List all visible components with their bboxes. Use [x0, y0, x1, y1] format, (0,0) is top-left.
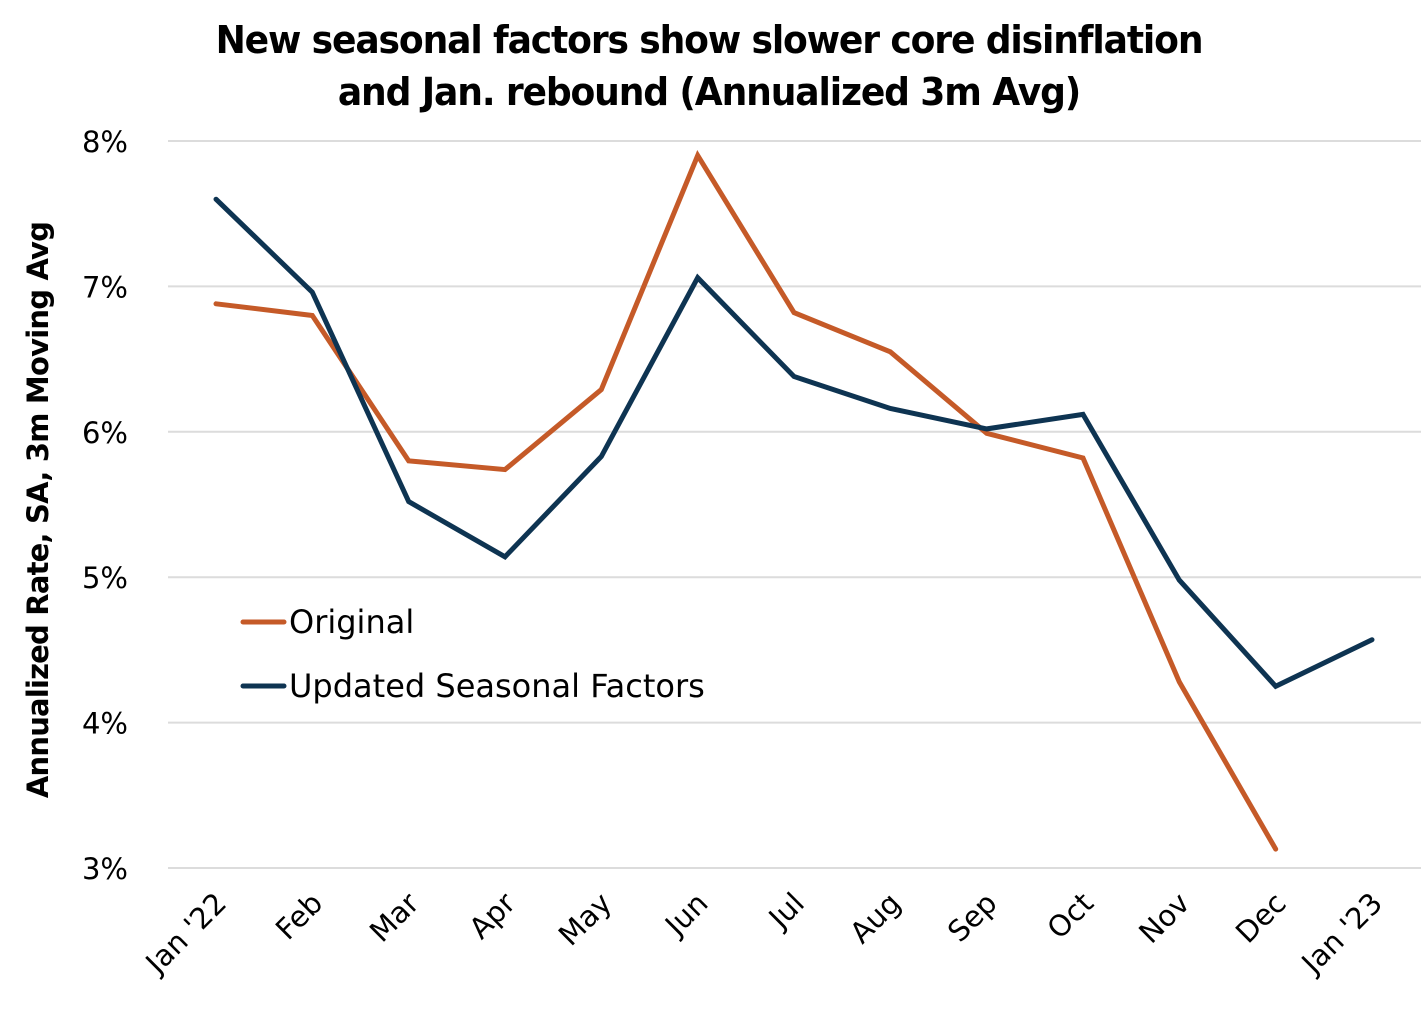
x-tick-label: Apr — [462, 886, 522, 946]
x-tick-label: Jul — [761, 886, 811, 936]
x-tick-label: Aug — [843, 886, 907, 950]
y-tick-label: 3% — [82, 852, 128, 886]
series-lines — [213, 150, 1375, 852]
legend-label: Updated Seasonal Factors — [289, 667, 705, 705]
y-tick-label: 4% — [82, 707, 128, 741]
x-tick-label: Jan '22 — [138, 886, 233, 981]
y-axis-label: Annualized Rate, SA, 3m Moving Avg — [21, 222, 55, 798]
x-tick-label: Jun — [657, 886, 714, 943]
x-tick-label: Mar — [363, 886, 426, 949]
x-tick-label: Nov — [1132, 886, 1196, 950]
series-line-original — [213, 150, 1279, 852]
y-tick-label: 8% — [82, 125, 128, 159]
y-tick-label: 7% — [82, 270, 128, 304]
x-tick-label: Sep — [941, 886, 1004, 949]
y-tick-label: 5% — [82, 561, 128, 595]
chart-title-line-2: and Jan. rebound (Annualized 3m Avg) — [337, 70, 1081, 114]
x-tick-label: May — [552, 886, 618, 952]
x-tick-label: Feb — [269, 886, 329, 946]
chart-title-line-1: New seasonal factors show slower core di… — [215, 18, 1204, 62]
gridlines — [168, 140, 1421, 869]
x-axis-ticks: Jan '22 Feb Mar Apr May Jun Jul Aug Sep Oct Nov Dec… — [138, 886, 1389, 981]
y-tick-label: 6% — [82, 416, 128, 450]
x-tick-label: Dec — [1229, 886, 1293, 950]
legend-label: Original — [289, 603, 414, 641]
legend: Original Updated Seasonal Factors — [240, 603, 705, 705]
x-tick-label: Jan '23 — [1294, 886, 1389, 981]
x-tick-label: Oct — [1040, 886, 1100, 946]
y-axis-ticks: 3% 4% 5% 6% 7% 8% — [82, 125, 128, 886]
